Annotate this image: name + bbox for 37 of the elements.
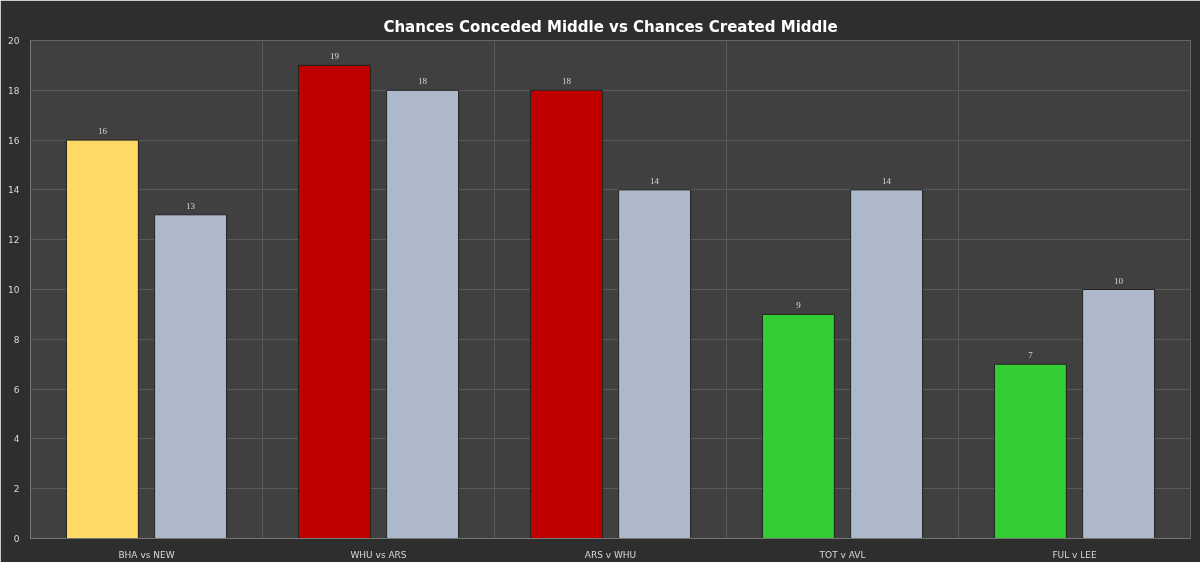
y-tick-label: 16 bbox=[8, 135, 20, 146]
y-tick-label: 6 bbox=[13, 384, 20, 395]
x-tick-label: BHA vs NEW bbox=[118, 549, 175, 560]
bar bbox=[154, 214, 228, 539]
data-label: 14 bbox=[650, 175, 660, 186]
data-label: 19 bbox=[329, 51, 340, 62]
bar bbox=[386, 89, 460, 539]
x-tick-label: TOT v AVL bbox=[818, 549, 866, 560]
bar bbox=[65, 139, 139, 539]
data-label: 16 bbox=[97, 126, 108, 137]
y-tick-label: 2 bbox=[13, 484, 20, 495]
x-tick-label: FUL v LEE bbox=[1052, 549, 1097, 560]
bar bbox=[850, 189, 924, 539]
y-tick-label: 12 bbox=[8, 235, 20, 246]
y-tick-label: 4 bbox=[13, 434, 20, 445]
y-tick-label: 14 bbox=[8, 185, 20, 196]
data-label: 14 bbox=[882, 175, 892, 186]
y-tick-label: 20 bbox=[8, 36, 20, 46]
data-label: 9 bbox=[796, 300, 802, 311]
bar bbox=[761, 313, 835, 539]
data-label: 7 bbox=[1028, 350, 1034, 361]
y-tick-label: 8 bbox=[13, 334, 20, 345]
chart-title: Chances Conceded Middle vs Chances Created Middle bbox=[383, 17, 838, 36]
bar bbox=[297, 64, 371, 539]
data-label: 18 bbox=[561, 76, 572, 87]
x-tick-label: ARS v WHU bbox=[584, 549, 637, 560]
x-tick-label: WHU vs ARS bbox=[350, 549, 407, 560]
bar bbox=[529, 89, 603, 539]
data-label: 10 bbox=[1114, 275, 1124, 286]
bar bbox=[993, 363, 1067, 539]
bar bbox=[618, 189, 692, 539]
data-label: 13 bbox=[186, 200, 196, 211]
y-tick-label: 10 bbox=[8, 285, 20, 295]
y-tick-label: 18 bbox=[8, 85, 20, 96]
y-tick-label: 0 bbox=[13, 534, 20, 544]
bar bbox=[1082, 289, 1156, 539]
data-label: 18 bbox=[418, 76, 428, 87]
